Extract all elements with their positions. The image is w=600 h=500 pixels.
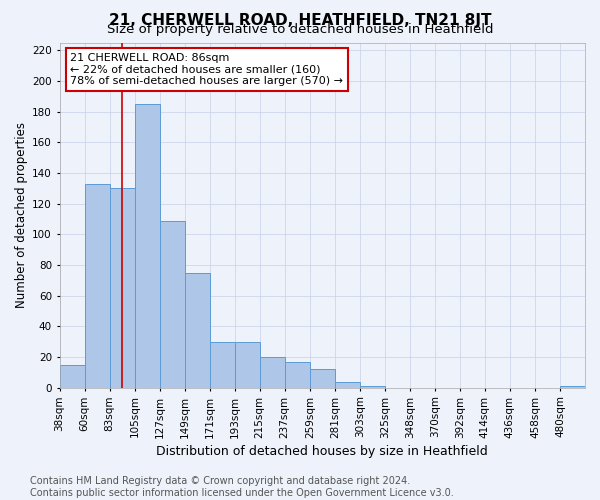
- Bar: [285, 362, 310, 388]
- Text: 21, CHERWELL ROAD, HEATHFIELD, TN21 8JT: 21, CHERWELL ROAD, HEATHFIELD, TN21 8JT: [109, 12, 491, 28]
- Text: Size of property relative to detached houses in Heathfield: Size of property relative to detached ho…: [107, 22, 493, 36]
- Text: Contains HM Land Registry data © Crown copyright and database right 2024.
Contai: Contains HM Land Registry data © Crown c…: [30, 476, 454, 498]
- Text: 21 CHERWELL ROAD: 86sqm
← 22% of detached houses are smaller (160)
78% of semi-d: 21 CHERWELL ROAD: 86sqm ← 22% of detache…: [70, 53, 343, 86]
- Bar: [560, 386, 585, 388]
- Bar: [85, 184, 110, 388]
- Bar: [335, 382, 360, 388]
- Bar: [209, 342, 235, 388]
- Y-axis label: Number of detached properties: Number of detached properties: [15, 122, 28, 308]
- Bar: [310, 370, 335, 388]
- Bar: [260, 357, 285, 388]
- X-axis label: Distribution of detached houses by size in Heathfield: Distribution of detached houses by size …: [157, 444, 488, 458]
- Bar: [160, 220, 185, 388]
- Bar: [185, 272, 209, 388]
- Bar: [360, 386, 385, 388]
- Bar: [235, 342, 260, 388]
- Bar: [59, 365, 85, 388]
- Bar: [110, 188, 134, 388]
- Bar: [134, 104, 160, 388]
